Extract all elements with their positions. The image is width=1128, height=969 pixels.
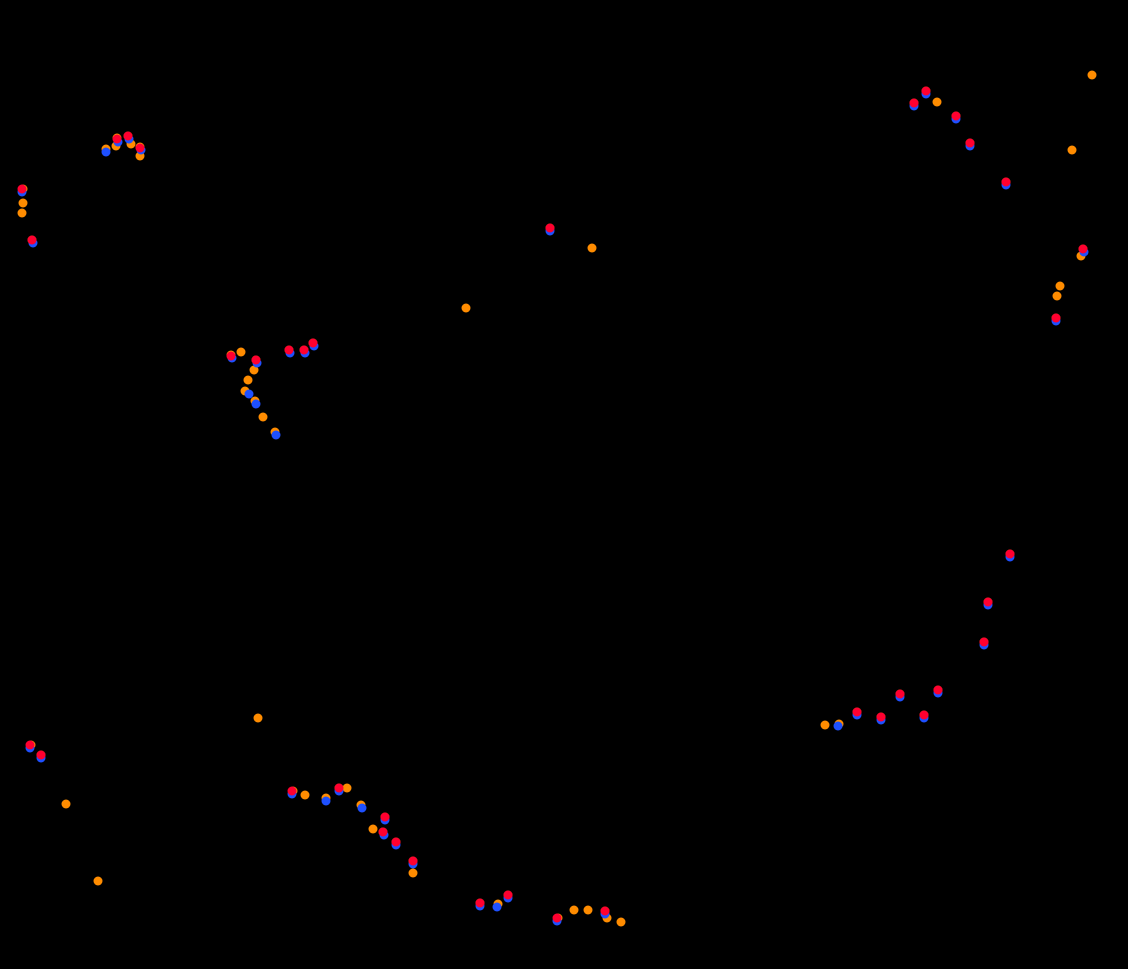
data-point [476, 899, 485, 908]
data-point [358, 804, 367, 813]
data-point [113, 135, 122, 144]
data-point [252, 356, 261, 365]
data-point [493, 903, 502, 912]
data-point [237, 348, 246, 357]
data-point [601, 907, 610, 916]
scatter-plot [0, 0, 1128, 969]
data-point [285, 346, 294, 355]
data-point [227, 352, 236, 361]
data-point [409, 869, 418, 878]
data-point [272, 431, 281, 440]
chart-canvas [0, 0, 1128, 969]
data-point [934, 686, 943, 695]
data-point [966, 139, 975, 148]
data-point [933, 98, 942, 107]
data-point [1052, 314, 1061, 323]
data-point [617, 918, 626, 927]
data-point [136, 144, 145, 153]
data-point [381, 813, 390, 822]
data-point [102, 148, 111, 157]
data-point [853, 708, 862, 717]
data-point [322, 797, 331, 806]
data-point [546, 224, 555, 233]
data-point [821, 721, 830, 730]
data-point [288, 787, 297, 796]
data-point [896, 690, 905, 699]
data-point [462, 304, 471, 313]
data-point [28, 236, 37, 245]
data-point [504, 891, 513, 900]
data-point [259, 413, 268, 422]
data-point [588, 244, 597, 253]
data-point [309, 339, 318, 348]
data-point [1068, 146, 1077, 155]
data-point [300, 346, 309, 355]
data-point [910, 99, 919, 108]
data-point [952, 112, 961, 121]
data-point [18, 209, 27, 218]
data-point [834, 722, 843, 731]
data-point [19, 199, 28, 208]
data-point [980, 638, 989, 647]
data-point [1002, 178, 1011, 187]
data-point [392, 838, 401, 847]
data-point [18, 185, 27, 194]
data-point [922, 87, 931, 96]
data-point [379, 828, 388, 837]
data-point [343, 784, 352, 793]
data-point [335, 784, 344, 793]
data-point [920, 711, 929, 720]
data-point [1053, 292, 1062, 301]
data-point [409, 857, 418, 866]
data-point [124, 132, 133, 141]
data-point [1079, 245, 1088, 254]
chart-background [0, 0, 1128, 969]
data-point [301, 791, 310, 800]
data-point [553, 914, 562, 923]
data-point [1006, 550, 1015, 559]
data-point [244, 376, 253, 385]
data-point [62, 800, 71, 809]
data-point [584, 906, 593, 915]
data-point [94, 877, 103, 886]
data-point [570, 906, 579, 915]
data-point [1056, 282, 1065, 291]
data-point [877, 713, 886, 722]
data-point [984, 598, 993, 607]
data-point [1088, 71, 1097, 80]
data-point [37, 751, 46, 760]
data-point [245, 390, 254, 399]
data-point [254, 714, 263, 723]
data-point [252, 400, 261, 409]
data-point [369, 825, 378, 834]
data-point [26, 741, 35, 750]
